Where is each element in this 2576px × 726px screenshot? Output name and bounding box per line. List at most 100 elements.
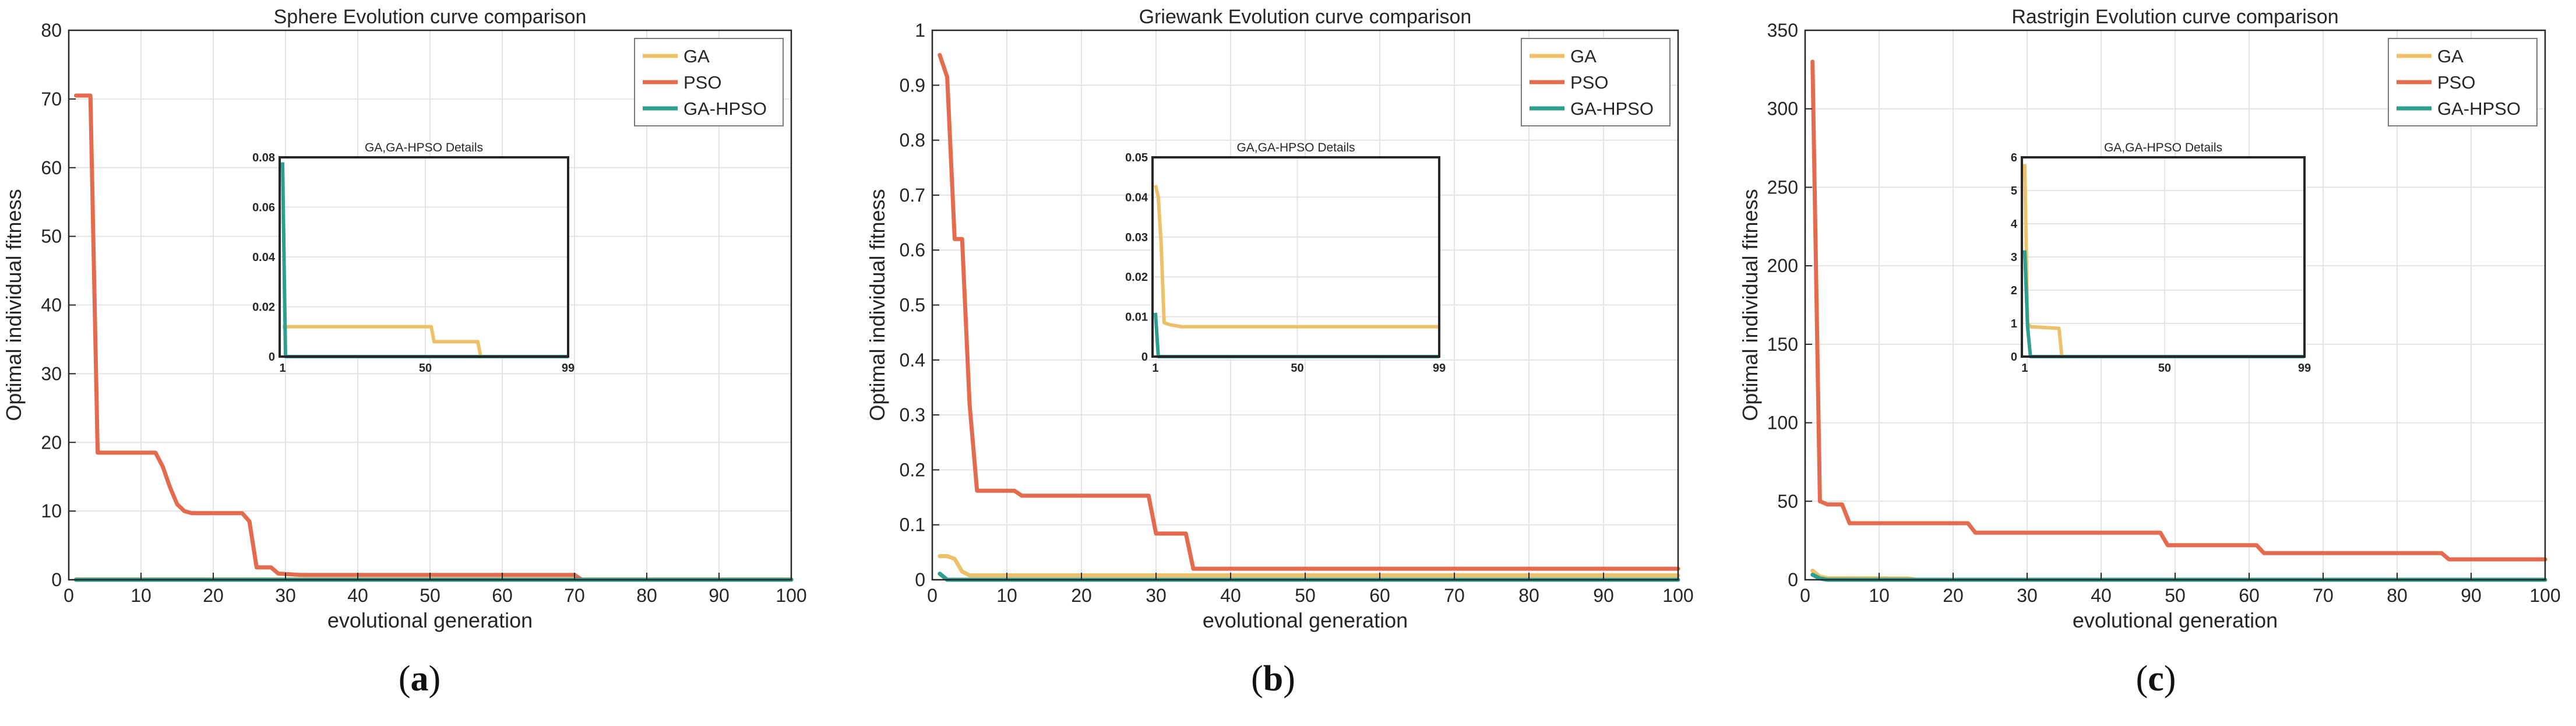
y-tick-label: 0.6 bbox=[900, 239, 925, 260]
inset-x-tick-label: 1 bbox=[279, 362, 286, 375]
x-tick-label: 100 bbox=[776, 585, 806, 606]
y-tick-label: 0 bbox=[915, 569, 925, 590]
x-tick-label: 60 bbox=[1369, 585, 1390, 606]
inset-x-tick-label: 99 bbox=[562, 362, 575, 375]
x-tick-label: 10 bbox=[996, 585, 1017, 606]
y-tick-label: 0.7 bbox=[900, 185, 925, 206]
subfigure-caption: (b) bbox=[1251, 659, 1295, 699]
y-tick-label: 30 bbox=[41, 363, 62, 384]
legend: GA PSO GA-HPSO bbox=[1521, 38, 1671, 126]
y-axis-label: Optimal individual fitness bbox=[1738, 189, 1762, 421]
inset-y-tick-label: 0.01 bbox=[1125, 311, 1148, 324]
y-tick-label: 0 bbox=[51, 569, 62, 590]
subfigure-caption: (c) bbox=[2136, 659, 2176, 699]
inset-y-tick-label: 0 bbox=[269, 351, 275, 364]
y-tick-label: 1 bbox=[915, 20, 925, 41]
series-line-ga bbox=[938, 554, 1680, 577]
inset-y-tick-label: 0.02 bbox=[1125, 271, 1148, 284]
x-axis-label: evolutional generation bbox=[327, 608, 533, 632]
inset-y-tick-label: 1 bbox=[2011, 318, 2017, 330]
chart-panel-a: 0 10 20 30 40 50 60 70 80 90 10001020304050607080S… bbox=[2, 6, 807, 699]
inset-series-line-ga bbox=[1154, 185, 1439, 329]
inset-title: GA,GA-HPSO Details bbox=[365, 141, 483, 154]
x-tick-label: 80 bbox=[1518, 585, 1539, 606]
y-tick-label: 10 bbox=[41, 501, 62, 521]
caption-letter: c bbox=[2148, 659, 2164, 699]
inset-y-tick-label: 0 bbox=[2011, 351, 2017, 364]
inset-axes-box bbox=[279, 156, 569, 358]
inset-x-tick-label: 1 bbox=[2021, 362, 2028, 375]
inset-y-tick-label: 0.08 bbox=[252, 151, 275, 164]
caption-open-paren: ( bbox=[1251, 659, 1263, 699]
y-tick-label: 250 bbox=[1767, 177, 1798, 198]
inset-y-tick-label: 0.03 bbox=[1125, 231, 1148, 244]
y-tick-label: 0.1 bbox=[900, 514, 925, 535]
y-tick-label: 50 bbox=[41, 226, 62, 247]
inset-y-tick-label: 2 bbox=[2011, 284, 2017, 297]
x-tick-label: 80 bbox=[636, 585, 657, 606]
y-tick-label: 70 bbox=[41, 89, 62, 110]
y-tick-label: 80 bbox=[41, 20, 62, 41]
x-tick-label: 40 bbox=[1220, 585, 1241, 606]
x-tick-label: 80 bbox=[2387, 585, 2408, 606]
y-tick-label: 350 bbox=[1767, 20, 1798, 41]
legend-label: GA bbox=[683, 46, 710, 66]
inset-y-tick-label: 0 bbox=[1141, 351, 1148, 364]
caption-close-paren: ) bbox=[429, 659, 441, 699]
x-tick-label: 90 bbox=[709, 585, 730, 606]
inset-chart: 1 50 99 0 0.01 0.02 0.03 0.04 0.05 GA,GA-HPSO Det… bbox=[1125, 141, 1446, 375]
legend-label: GA-HPSO bbox=[2437, 98, 2521, 119]
y-tick-label: 60 bbox=[41, 157, 62, 178]
x-tick-label: 100 bbox=[1662, 585, 1693, 606]
y-tick-label: 0.3 bbox=[900, 404, 925, 425]
y-tick-label: 0.8 bbox=[900, 130, 925, 151]
x-axis-label: evolutional generation bbox=[2073, 608, 2278, 632]
x-tick-label: 60 bbox=[492, 585, 513, 606]
x-tick-label: 70 bbox=[1444, 585, 1465, 606]
x-tick-label: 30 bbox=[1146, 585, 1167, 606]
inset-y-tick-label: 5 bbox=[2011, 185, 2017, 198]
caption-open-paren: ( bbox=[2136, 659, 2148, 699]
x-tick-label: 70 bbox=[564, 585, 585, 606]
x-tick-label: 40 bbox=[2091, 585, 2112, 606]
caption-close-paren: ) bbox=[2164, 659, 2176, 699]
caption-letter: b bbox=[1263, 659, 1283, 699]
legend: GA PSO GA-HPSO bbox=[634, 38, 784, 126]
x-tick-label: 40 bbox=[347, 585, 368, 606]
inset-y-tick-label: 4 bbox=[2011, 218, 2018, 231]
x-tick-label: 20 bbox=[1071, 585, 1092, 606]
inset-axes-box bbox=[1151, 156, 1440, 358]
inset-x-tick-label: 50 bbox=[2158, 362, 2171, 375]
y-tick-label: 0.5 bbox=[900, 295, 925, 316]
inset-y-tick-label: 0.05 bbox=[1125, 151, 1148, 164]
legend-label: GA bbox=[1570, 46, 1597, 66]
y-tick-label: 200 bbox=[1767, 255, 1798, 276]
y-tick-label: 300 bbox=[1767, 98, 1798, 119]
caption-open-paren: ( bbox=[399, 659, 411, 699]
inset-chart: 1 50 99 0 0.02 0.04 0.06 0.08 GA,GA-HPSO Details bbox=[252, 141, 575, 375]
chart-title: Griewank Evolution curve comparison bbox=[1139, 6, 1472, 28]
chart-title: Rastrigin Evolution curve comparison bbox=[2011, 6, 2338, 28]
inset-plot-area bbox=[1153, 157, 1439, 357]
x-tick-label: 90 bbox=[1593, 585, 1614, 606]
legend: GA PSO GA-HPSO bbox=[2388, 38, 2538, 126]
inset-y-tick-label: 6 bbox=[2011, 151, 2017, 164]
inset-y-tick-label: 0.04 bbox=[1125, 191, 1148, 204]
series-line-pso bbox=[1810, 59, 2547, 562]
series-line-pso bbox=[938, 52, 1680, 571]
legend-label: GA-HPSO bbox=[1570, 98, 1654, 119]
x-tick-label: 20 bbox=[203, 585, 224, 606]
inset-y-tick-label: 0.02 bbox=[252, 301, 275, 314]
legend-label: GA bbox=[2437, 46, 2464, 66]
legend-label: GA-HPSO bbox=[683, 98, 767, 119]
inset-y-tick-label: 0.04 bbox=[252, 251, 276, 264]
x-tick-label: 20 bbox=[1943, 585, 1964, 606]
x-tick-label: 50 bbox=[2165, 585, 2186, 606]
x-tick-label: 10 bbox=[131, 585, 151, 606]
caption-close-paren: ) bbox=[1283, 659, 1295, 699]
x-tick-label: 100 bbox=[2529, 585, 2560, 606]
x-tick-label: 30 bbox=[2017, 585, 2038, 606]
x-tick-label: 0 bbox=[1800, 585, 1810, 606]
